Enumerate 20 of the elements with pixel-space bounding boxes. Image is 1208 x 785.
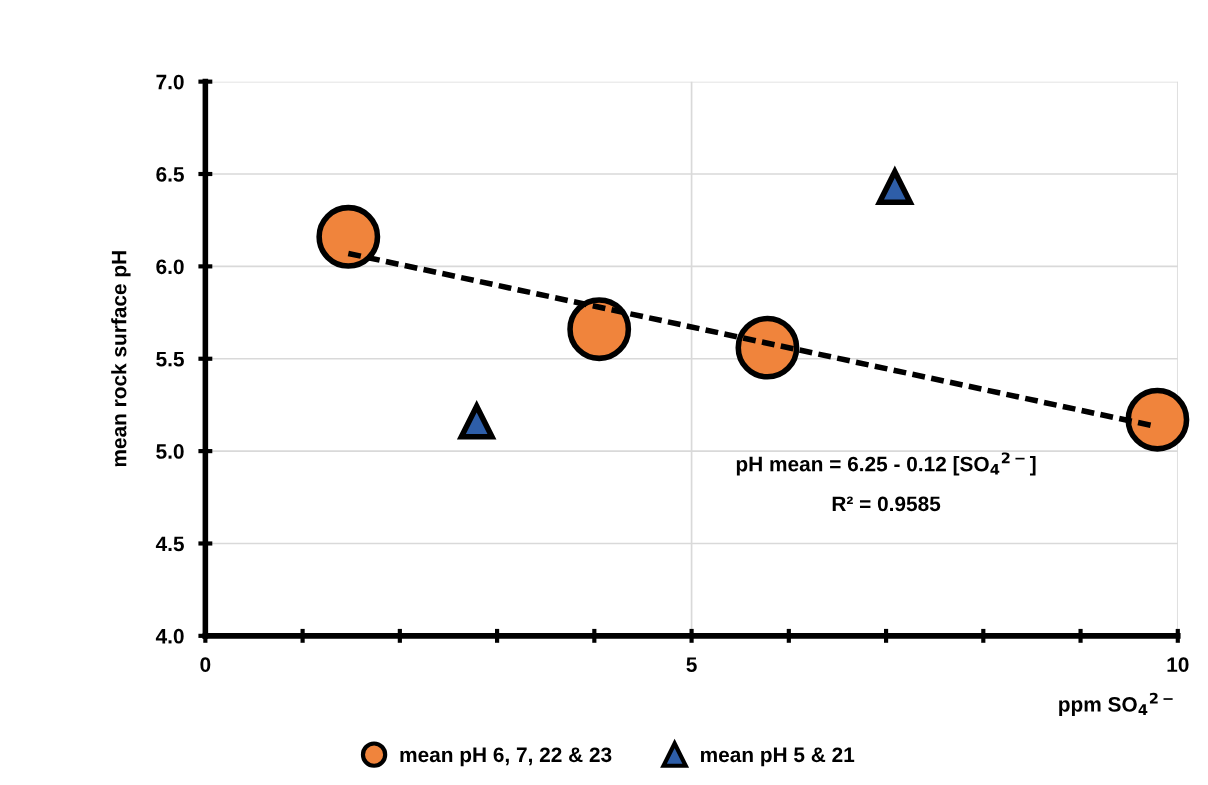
legend-label: mean pH 6, 7, 22 & 23 (400, 747, 612, 767)
y-tick-label: 6.5 (156, 167, 184, 182)
legend-label: mean pH 5 & 21 (700, 747, 855, 767)
y-tick-label: 6.0 (156, 259, 184, 275)
x-tick-label: 5 (686, 657, 697, 672)
y-axis-title: mean rock surface pH (111, 251, 131, 467)
x-axis-title: ppm SO$_{4}$$^{2−}$ (1059, 692, 1173, 716)
point (735, 315, 800, 380)
point (316, 204, 381, 269)
x-tick-label: 0 (200, 657, 211, 672)
y-tick-label: 7.0 (156, 74, 184, 90)
y-tick-label: 5.5 (156, 351, 184, 367)
point (567, 297, 632, 362)
annotation: pH mean = 6.25 - 0.12 [SO$_{4}$$^{2−}$] (736, 452, 1036, 476)
y-tick-label: 4.0 (155, 628, 184, 644)
x-tick-label: 10 (1167, 657, 1189, 672)
annotation: R² = 0.9585 (832, 496, 941, 512)
y-tick-label: 5.0 (156, 444, 184, 459)
point (1125, 387, 1190, 452)
y-tick-label: 4.5 (155, 536, 184, 552)
